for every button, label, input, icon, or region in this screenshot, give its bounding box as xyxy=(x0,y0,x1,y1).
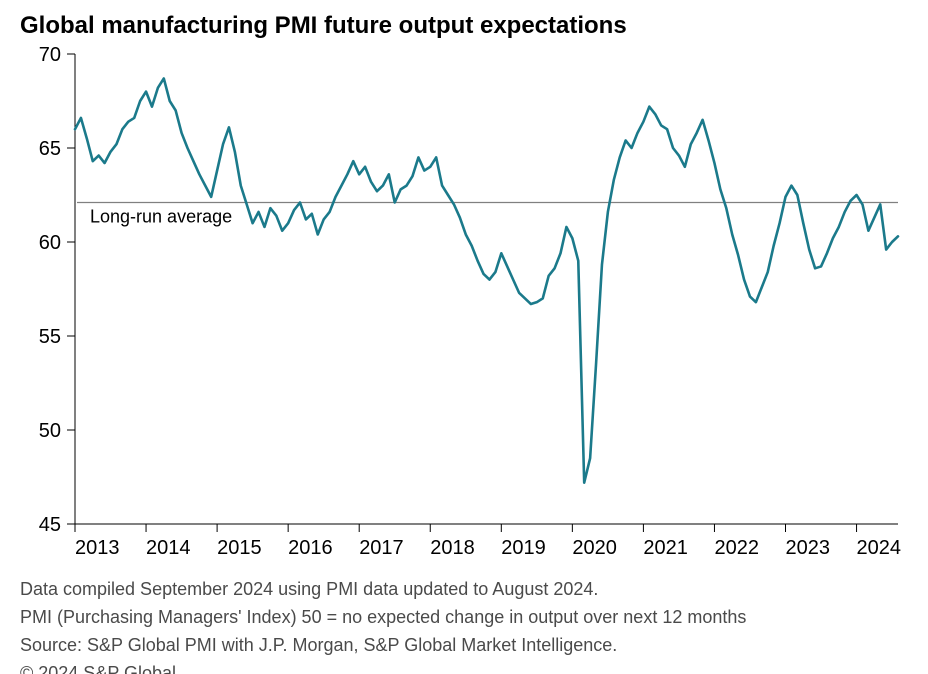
svg-text:2020: 2020 xyxy=(572,537,617,559)
svg-text:2016: 2016 xyxy=(288,537,333,559)
svg-text:2024: 2024 xyxy=(857,537,902,559)
svg-text:45: 45 xyxy=(39,514,61,536)
svg-text:2015: 2015 xyxy=(217,537,261,559)
chart-plot-area: 45 50 55 60 65 70 2013 2014 2015 2016 2017 2018 2019… xyxy=(20,44,908,564)
chart-footer: Data compiled September 2024 using PMI d… xyxy=(20,576,908,674)
chart-svg: 45 50 55 60 65 70 2013 2014 2015 2016 2017 2018 2019… xyxy=(20,44,908,564)
svg-text:55: 55 xyxy=(39,326,61,348)
svg-text:2022: 2022 xyxy=(714,537,759,559)
svg-text:2018: 2018 xyxy=(430,537,475,559)
footer-line: PMI (Purchasing Managers' Index) 50 = no… xyxy=(20,604,908,632)
svg-text:2021: 2021 xyxy=(643,537,688,559)
footer-line: Data compiled September 2024 using PMI d… xyxy=(20,576,908,604)
chart-title: Global manufacturing PMI future output e… xyxy=(20,12,908,40)
svg-text:Long-run average: Long-run average xyxy=(90,207,232,227)
svg-text:2023: 2023 xyxy=(786,537,831,559)
chart-container: Global manufacturing PMI future output e… xyxy=(0,0,928,674)
svg-text:2014: 2014 xyxy=(146,537,191,559)
svg-text:2013: 2013 xyxy=(75,537,120,559)
svg-text:60: 60 xyxy=(39,232,61,254)
svg-text:2017: 2017 xyxy=(359,537,404,559)
svg-text:70: 70 xyxy=(39,44,61,66)
svg-text:2019: 2019 xyxy=(501,537,545,559)
svg-text:65: 65 xyxy=(39,138,61,160)
footer-line: Source: S&P Global PMI with J.P. Morgan,… xyxy=(20,632,908,660)
footer-line: © 2024 S&P Global. xyxy=(20,660,908,674)
svg-text:50: 50 xyxy=(39,420,61,442)
